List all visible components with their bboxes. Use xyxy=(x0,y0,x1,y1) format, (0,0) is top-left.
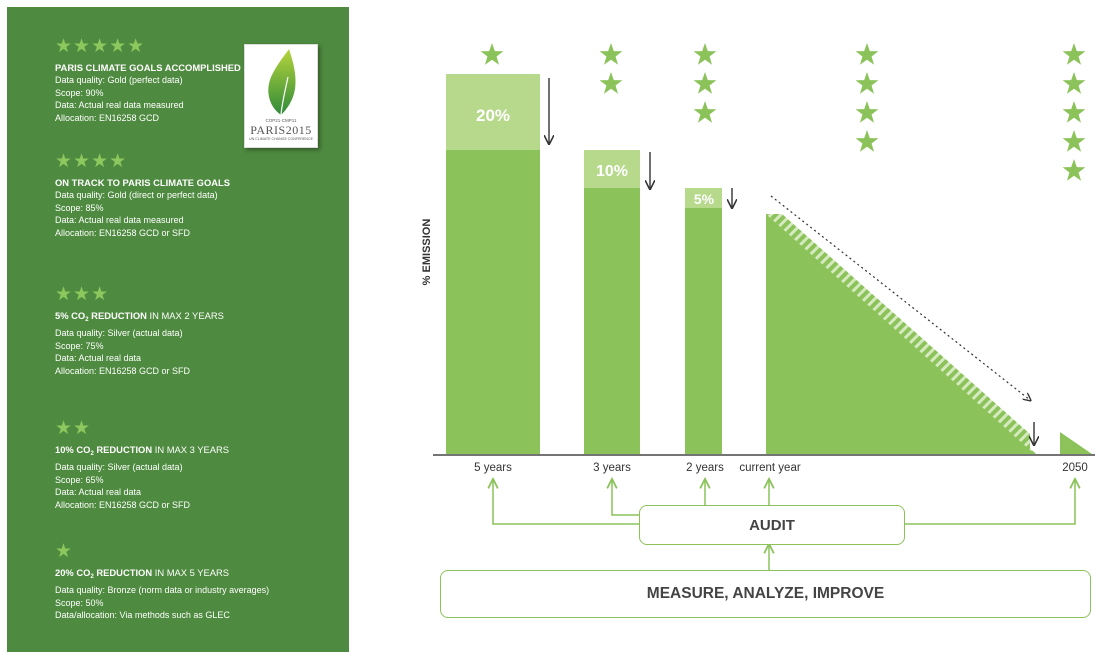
bar-2050 xyxy=(1060,432,1092,454)
arrow-to-2050 xyxy=(905,480,1075,525)
bar-3-years xyxy=(584,188,640,454)
star-icon xyxy=(480,43,504,65)
logo-subtitle: COP21·CMP11 xyxy=(265,118,297,123)
x-tick-label: 3 years xyxy=(593,462,631,474)
star-icon xyxy=(1062,101,1086,123)
y-axis-label: % EMISSION xyxy=(421,219,433,286)
star-icon xyxy=(693,101,717,123)
level-detail: Data: Actual real data xyxy=(55,487,142,498)
level-detail: Data quality: Silver (actual data) xyxy=(55,328,183,338)
star-column-3 xyxy=(693,43,717,123)
level-title: PARIS CLIMATE GOALS ACCOMPLISHED xyxy=(55,62,241,73)
star-column-4 xyxy=(855,43,879,152)
level-detail: Scope: 90% xyxy=(55,87,104,98)
level-detail: Data quality: Gold (perfect data) xyxy=(55,75,183,85)
bar-5-years-reduction xyxy=(446,74,540,150)
level-detail: Data: Actual real data xyxy=(55,353,142,364)
star-icon xyxy=(1062,130,1086,152)
level-3-stars: ★★★ 5% CO2 REDUCTION IN MAX 2 YEARS Data… xyxy=(55,285,224,377)
star-icon xyxy=(1062,43,1086,65)
bar-2-years-reduction xyxy=(685,188,722,208)
x-tick-label: 5 years xyxy=(474,462,512,474)
level-5-stars: ★★★★★ PARIS CLIMATE GOALS ACCOMPLISHED D… xyxy=(55,37,241,124)
bar-2-years xyxy=(685,208,722,454)
level-detail: Scope: 85% xyxy=(55,202,104,213)
star-column-1 xyxy=(480,43,504,65)
logo-title: PARIS2015 xyxy=(250,123,312,137)
star-column-2 xyxy=(599,43,623,94)
level-detail: Scope: 50% xyxy=(55,597,104,608)
star-icon xyxy=(599,72,623,94)
level-detail: Data/allocation: Via methods such as GLE… xyxy=(55,610,230,621)
star-icon xyxy=(693,43,717,65)
arrow-to-3-years xyxy=(612,480,639,516)
x-tick-label: 2050 xyxy=(1062,462,1088,474)
bar-5-years xyxy=(446,150,540,454)
audit-box: AUDIT xyxy=(639,505,905,545)
measure-analyze-improve-box: MEASURE, ANALYZE, IMPROVE xyxy=(440,570,1091,618)
level-detail: Scope: 75% xyxy=(55,340,104,351)
star-icon xyxy=(1062,159,1086,181)
star-column-5 xyxy=(1062,43,1086,181)
level-title: 5% CO2 REDUCTION IN MAX 2 YEARS xyxy=(55,310,224,323)
level-detail: Data quality: Gold (direct or perfect da… xyxy=(55,190,218,200)
level-detail: Scope: 65% xyxy=(55,474,104,485)
audit-connectors xyxy=(493,480,1075,570)
levels-panel: ★★★★★ PARIS CLIMATE GOALS ACCOMPLISHED D… xyxy=(7,7,349,652)
level-detail: Allocation: EN16258 GCD or SFD xyxy=(55,365,191,376)
level-2-stars: ★★ 10% CO2 REDUCTION IN MAX 3 YEARS Data… xyxy=(55,419,229,511)
reduction-label: 20% xyxy=(476,106,510,125)
reduction-label: 5% xyxy=(694,191,715,207)
x-tick-label: current year xyxy=(739,462,801,474)
star-icon xyxy=(599,43,623,65)
reduction-hatch-band xyxy=(770,214,1030,450)
level-title: 10% CO2 REDUCTION IN MAX 3 YEARS xyxy=(55,444,230,457)
star-rating: ★★★★ xyxy=(55,151,128,172)
star-icon xyxy=(855,43,879,65)
reduction-label: 10% xyxy=(596,163,628,180)
star-icon xyxy=(693,72,717,94)
level-detail: Allocation: EN16258 GCD xyxy=(55,112,160,123)
star-rating: ★★★★★ xyxy=(55,36,146,57)
star-icon xyxy=(855,130,879,152)
leaf-logo-icon xyxy=(268,49,296,116)
level-detail: Data quality: Silver (actual data) xyxy=(55,462,183,472)
logo-caption: UN CLIMATE CHANGE CONFERENCE xyxy=(248,137,314,141)
level-1-star: ★ 20% CO2 REDUCTION IN MAX 5 YEARS Data … xyxy=(55,542,269,622)
star-rating: ★★ xyxy=(55,418,92,439)
star-icon xyxy=(855,101,879,123)
level-4-stars: ★★★★ ON TRACK TO PARIS CLIMATE GOALS Dat… xyxy=(55,152,230,239)
level-detail: Allocation: EN16258 GCD or SFD xyxy=(55,227,191,238)
level-detail: Allocation: EN16258 GCD or SFD xyxy=(55,499,191,510)
x-tick-label: 2 years xyxy=(686,462,724,474)
star-rating: ★★★ xyxy=(55,284,110,305)
star-icon xyxy=(1062,72,1086,94)
level-detail: Data: Actual real data measured xyxy=(55,215,184,226)
emission-chart: % EMISSION 20% 10% 5% xyxy=(421,43,1095,570)
bar-3-years-reduction xyxy=(584,150,640,188)
star-rating: ★ xyxy=(55,541,74,562)
arrow-to-5-years xyxy=(493,480,639,525)
level-title: 20% CO2 REDUCTION IN MAX 5 YEARS xyxy=(55,567,230,580)
star-icon xyxy=(855,72,879,94)
level-title: ON TRACK TO PARIS CLIMATE GOALS xyxy=(55,177,230,188)
paris-2015-logo: COP21·CMP11 PARIS2015 UN CLIMATE CHANGE … xyxy=(244,44,318,148)
level-detail: Data quality: Bronze (norm data or indus… xyxy=(55,585,270,595)
level-detail: Data: Actual real data measured xyxy=(55,100,184,111)
